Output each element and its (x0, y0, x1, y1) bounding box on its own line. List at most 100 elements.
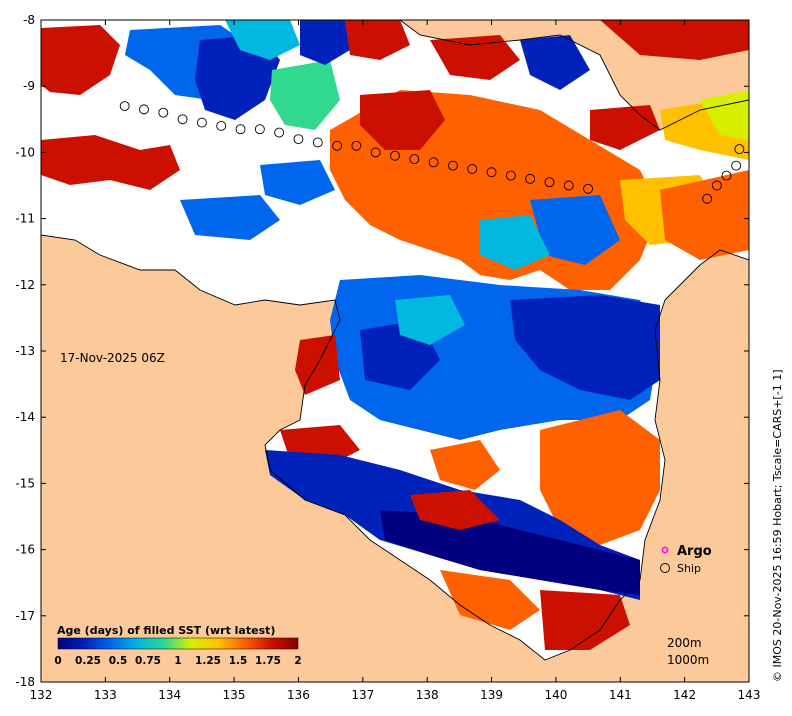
y-tick-label: -17 (15, 609, 35, 623)
x-tick-label: 141 (609, 688, 632, 702)
ship-position (216, 120, 227, 131)
depth-200-label: 200m (667, 636, 702, 650)
argo-marker (661, 546, 669, 554)
x-axis: 132 133 134 135 136 137 138 139 140 141 142 143 (30, 20, 761, 702)
ship-position (702, 193, 713, 204)
sst-patch (345, 20, 410, 60)
sst-patch (410, 490, 500, 530)
colorbar-tick-label: 0.75 (135, 655, 161, 667)
ship-position (312, 137, 323, 148)
colorbar-bar (57, 637, 299, 650)
x-tick-label: 133 (94, 688, 117, 702)
ship-position (428, 157, 439, 168)
ship-position (119, 101, 130, 112)
ship-position (467, 163, 478, 174)
ship-position (486, 167, 497, 178)
sst-patch (600, 20, 749, 60)
y-tick-label: -16 (15, 543, 35, 557)
colorbar-title: Age (days) of filled SST (wrt latest) (57, 624, 275, 637)
colorbar-tick-label: 0 (54, 655, 61, 667)
y-tick-label: -13 (15, 344, 35, 358)
sst-patch (660, 170, 749, 260)
x-tick-label: 132 (30, 688, 53, 702)
ship-position (370, 147, 381, 158)
y-tick-label: -11 (15, 212, 35, 226)
x-tick-label: 142 (673, 688, 696, 702)
y-tick-label: -12 (15, 278, 35, 292)
ship-position (254, 124, 265, 135)
ship-position (583, 183, 594, 194)
ship-position (274, 127, 285, 138)
ship-position (409, 154, 420, 164)
sst-patch (380, 510, 640, 595)
ship-position (505, 170, 516, 181)
sst-patch (225, 20, 300, 60)
sst-patch (430, 35, 520, 80)
ship-position (177, 114, 188, 125)
argo-label: Argo (677, 544, 712, 559)
colorbar-tick-label: 0.25 (75, 655, 101, 667)
timestamp-label: 17-Nov-2025 06Z (60, 351, 165, 365)
ship-position (332, 140, 343, 151)
ship-position (721, 170, 732, 181)
y-tick-label: -15 (15, 476, 35, 490)
x-tick-label: 134 (158, 688, 181, 702)
y-tick-label: -18 (15, 675, 35, 689)
y-axis: -8 -9 -10 -11 -12 -13 -14 -15 -16 -17 -18 (15, 13, 749, 689)
ship-marker (660, 563, 670, 573)
y-tick-label: -8 (23, 13, 35, 27)
sst-patch (530, 195, 620, 265)
ship-position (447, 160, 458, 171)
colorbar-ticks: 0 0.25 0.5 0.75 1 1.25 1.5 1.75 2 (54, 655, 301, 667)
x-tick-label: 138 (416, 688, 439, 702)
ship-position (196, 117, 207, 128)
sst-patch (395, 295, 465, 345)
ship-position (563, 180, 574, 191)
colorbar-tick-label: 0.5 (109, 655, 128, 667)
ship-position (711, 180, 722, 191)
ship-position (544, 177, 555, 188)
ship-label: Ship (677, 562, 701, 575)
x-tick-label: 135 (223, 688, 246, 702)
legend: Argo Ship 200m 1000m (660, 544, 712, 667)
colorbar-tick-label: 2 (294, 655, 301, 667)
x-tick-label: 143 (738, 688, 761, 702)
colorbar-tick-label: 1.75 (255, 655, 281, 667)
sst-patch (270, 60, 340, 130)
colorbar-tick-label: 1 (174, 655, 181, 667)
sst-patch (300, 20, 350, 65)
ship-position (731, 160, 742, 171)
x-tick-label: 136 (287, 688, 310, 702)
ship-track (119, 101, 745, 204)
sst-patch (480, 215, 550, 270)
ship-position (235, 124, 246, 135)
depth-1000-label: 1000m (667, 653, 709, 667)
y-tick-label: -9 (23, 79, 35, 93)
credit-text: © IMOS 20-Nov-2025 16:59 Hobart; Tscale=… (771, 370, 784, 682)
sst-patch (540, 590, 630, 650)
colorbar-tick-label: 1.25 (195, 655, 221, 667)
ship-position (351, 140, 362, 151)
coastline-arnhem (41, 234, 749, 661)
y-tick-label: -10 (15, 145, 35, 159)
y-tick-label: -14 (15, 410, 35, 424)
x-tick-label: 139 (480, 688, 503, 702)
ship-position (390, 150, 400, 161)
ship-position (139, 104, 149, 115)
colorbar: Age (days) of filled SST (wrt latest) 0 0… (54, 624, 301, 667)
sst-patch (540, 410, 660, 545)
sst-patch (180, 195, 280, 240)
sst-patch (41, 135, 180, 190)
ship-position (525, 173, 536, 184)
sst-patch (430, 440, 500, 490)
coastline-north (399, 20, 749, 131)
ship-position (158, 107, 169, 118)
x-tick-label: 140 (544, 688, 567, 702)
sst-age-patches (41, 20, 749, 650)
sst-patch (360, 90, 445, 150)
sst-patch (510, 295, 660, 400)
ship-position (293, 134, 304, 145)
ship-position (734, 144, 745, 155)
sst-patch (260, 160, 335, 205)
